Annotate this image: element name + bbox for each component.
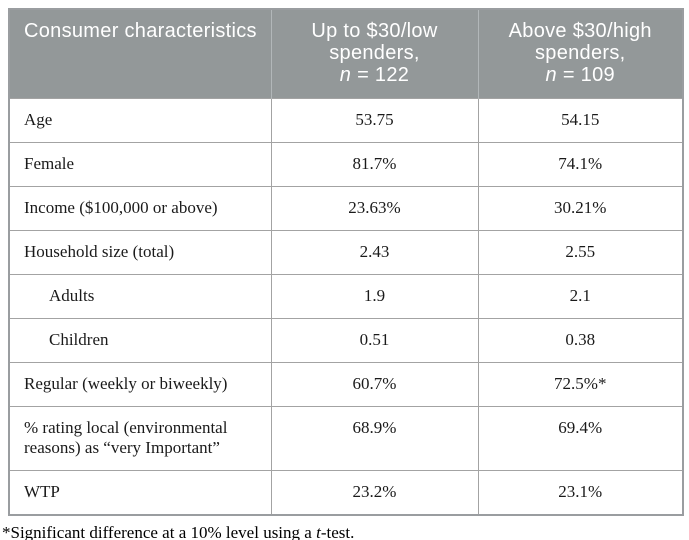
row-label: Female — [8, 142, 272, 187]
footnote-text-start: *Significant difference at a 10% level u… — [2, 523, 317, 540]
row-label: Income ($100,000 or above) — [8, 186, 272, 231]
header-high-line1: Above $30/high — [508, 20, 652, 42]
row-value-low: 53.75 — [270, 98, 479, 143]
row-value-low: 68.9% — [270, 406, 479, 471]
table-row-income: Income ($100,000 or above) 23.63% 30.21% — [8, 186, 684, 231]
table-row-wtp: WTP 23.2% 23.1% — [8, 470, 684, 516]
header-high-line2: spenders, — [534, 42, 626, 64]
header-high-n-var: n — [545, 64, 557, 86]
row-value-low: 2.43 — [270, 230, 479, 275]
header-low-line2: spenders, — [329, 42, 420, 64]
significance-footnote: *Significant difference at a 10% level u… — [2, 523, 682, 540]
row-value-high: 2.1 — [477, 274, 684, 319]
row-value-high: 72.5%* — [477, 362, 684, 407]
footnote-text-end: -test. — [320, 523, 355, 540]
header-low-line1: Up to $30/low — [311, 20, 438, 42]
row-label: Age — [8, 98, 272, 143]
row-value-low: 23.2% — [270, 470, 479, 516]
table-row-regular: Regular (weekly or biweekly) 60.7% 72.5%… — [8, 362, 684, 407]
table-header: Consumer characteristics Up to $30/low s… — [9, 9, 683, 99]
row-label: % rating local (environmental reasons) a… — [8, 406, 272, 471]
table-row-adults: Adults 1.9 2.1 — [8, 274, 684, 319]
row-label: Adults — [8, 274, 272, 319]
header-low-n-var: n — [339, 64, 352, 86]
row-value-low: 1.9 — [270, 274, 479, 319]
table-row-female: Female 81.7% 74.1% — [8, 142, 684, 187]
row-value-low: 0.51 — [270, 318, 479, 363]
row-value-high: 23.1% — [477, 470, 684, 516]
header-high-spenders: Above $30/high spenders, n = 109 — [477, 9, 683, 99]
table-row-children: Children 0.51 0.38 — [8, 318, 684, 363]
row-label: WTP — [8, 470, 272, 516]
header-high-n-value: = 109 — [562, 64, 615, 86]
row-label: Regular (weekly or biweekly) — [8, 362, 272, 407]
row-value-low: 60.7% — [270, 362, 479, 407]
table-row-age: Age 53.75 54.15 — [8, 98, 684, 143]
table-row-rating-local: % rating local (environmental reasons) a… — [8, 406, 684, 471]
header-row: Consumer characteristics Up to $30/low s… — [9, 9, 683, 99]
row-label: Children — [8, 318, 272, 363]
consumer-characteristics-table: Consumer characteristics Up to $30/low s… — [8, 8, 684, 516]
footnote-t-italic: t — [316, 523, 321, 540]
row-value-high: 54.15 — [477, 98, 684, 143]
row-value-low: 23.63% — [270, 186, 479, 231]
row-value-low: 81.7% — [270, 142, 479, 187]
header-consumer-characteristics: Consumer characteristics — [9, 9, 271, 99]
row-value-high: 0.38 — [477, 318, 684, 363]
row-value-high: 69.4% — [477, 406, 684, 471]
table-body: Age 53.75 54.15 Female 81.7% 74.1% Incom… — [8, 98, 684, 516]
header-low-spenders: Up to $30/low spenders, n = 122 — [270, 9, 478, 99]
row-value-high: 74.1% — [477, 142, 684, 187]
row-label: Household size (total) — [8, 230, 272, 275]
header-low-n-value: = 122 — [357, 64, 410, 86]
row-value-high: 30.21% — [477, 186, 684, 231]
row-value-high: 2.55 — [477, 230, 684, 275]
table-row-household-size: Household size (total) 2.43 2.55 — [8, 230, 684, 275]
